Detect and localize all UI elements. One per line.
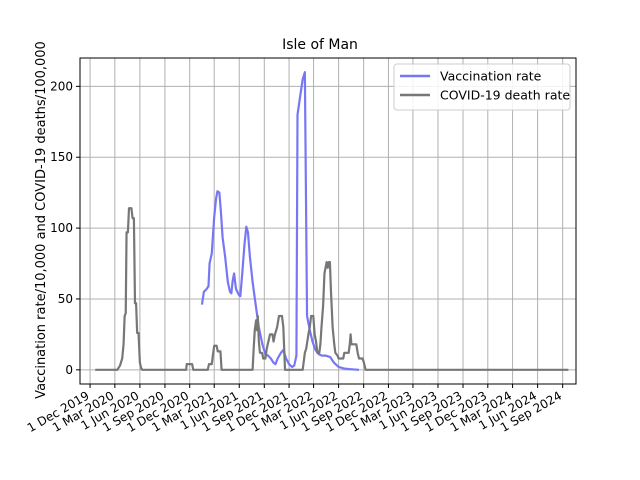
series-line-vaccination-rate: [200, 71, 360, 371]
y-axis-label: Vaccination rate/10,000 and COVID-19 dea…: [34, 41, 49, 399]
y-tick-label: 200: [50, 79, 73, 93]
y-tick-label: 50: [58, 292, 73, 306]
y-tick-label: 150: [50, 150, 73, 164]
legend-label-covid-death-rate: COVID-19 death rate: [440, 88, 570, 103]
y-axis: 0 50 100 150 200: [50, 79, 80, 377]
chart-title: Isle of Man: [282, 37, 358, 53]
legend-box: [393, 63, 571, 111]
y-tick-label: 100: [50, 221, 73, 235]
grid: [80, 58, 576, 384]
series-line-covid-death-rate: [95, 207, 569, 371]
legend-label-vaccination-rate: Vaccination rate: [440, 69, 542, 84]
y-tick-label: 0: [65, 363, 73, 377]
plot-area-frame: [79, 57, 577, 385]
series-layer: [95, 71, 569, 371]
legend: Vaccination rate COVID-19 death rate: [393, 63, 571, 111]
